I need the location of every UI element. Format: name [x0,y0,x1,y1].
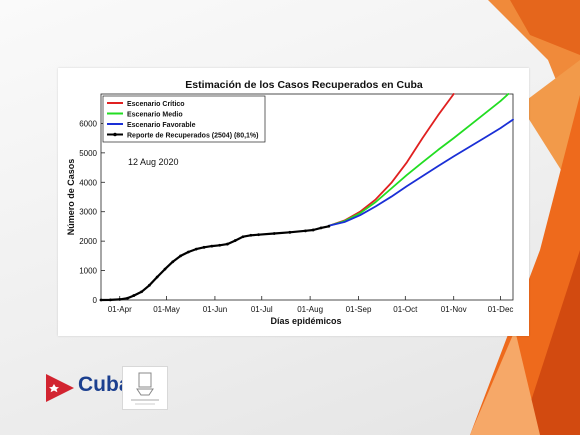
data-point [108,298,112,302]
y-axis-label: Número de Casos [66,159,76,236]
data-point [210,244,214,248]
data-point [226,242,229,246]
y-tick-label: 3000 [79,208,97,217]
x-axis-label: Días epidémicos [270,316,341,326]
data-point [155,275,159,279]
chart-canvas: Estimación de los Casos Recuperados en C… [66,79,514,326]
x-tick-label: 01-Sep [346,305,372,314]
cuba-flag-icon [46,374,74,402]
university-seal-icon [131,372,159,405]
series-layer [99,93,514,302]
data-point [171,260,175,264]
y-tick-label: 2000 [79,237,97,246]
x-tick-label: 01-Oct [393,305,418,314]
data-point [194,247,198,251]
y-tick-label: 4000 [79,178,97,187]
x-tick-label: 01-Apr [108,305,132,314]
data-point [311,228,315,232]
data-point [249,233,253,237]
x-tick-label: 01-May [153,305,180,314]
data-point [241,235,245,239]
data-point [304,229,307,233]
data-point [202,245,206,249]
series-line-2 [327,118,514,227]
data-point [319,226,323,230]
data-point [257,233,261,237]
legend-entry: Escenario Favorable [127,122,196,129]
university-logo [122,366,168,410]
data-point [132,294,136,297]
legend-entry: Escenario Crítico [127,101,185,108]
data-point [126,296,129,300]
chart-panel: Estimación de los Casos Recuperados en C… [58,68,529,336]
chart-title: Estimación de los Casos Recuperados en C… [185,79,423,91]
data-point [179,254,182,258]
data-point [218,243,222,247]
footer-logos: Cuba [44,366,174,410]
data-point [233,239,237,242]
deco-top-dark [510,0,580,55]
data-point [118,298,122,301]
series-line-1 [327,93,510,227]
y-axis: 0 1000 2000 3000 4000 5000 6000 [79,119,105,305]
data-point [140,290,143,294]
data-point [99,298,103,302]
chart-annotation: 12 Aug 2020 [128,157,179,167]
x-tick-label: 01-Aug [297,305,323,314]
x-tick-label: 01-Dec [488,305,514,314]
x-tick-label: 01-Jun [203,305,227,314]
y-tick-label: 5000 [79,149,97,158]
data-point [147,283,151,287]
deco-bottom-dark [520,250,580,435]
deco-bottom-light [470,330,540,435]
legend-box [102,95,266,143]
chart-legend: Escenario Crítico Escenario Medio Escenari… [102,95,266,143]
legend-entry: Escenario Medio [127,111,183,118]
y-tick-label: 0 [93,296,98,305]
y-tick-label: 6000 [79,119,97,128]
x-tick-label: 01-Nov [441,305,467,314]
data-point [163,267,167,271]
x-axis: 01-Apr 01-May 01-Jun 01-Jul 01-Aug 01-Sep 01-O… [108,296,514,314]
data-point [327,224,331,228]
data-point [186,250,190,254]
legend-entry: Reporte de Recuperados (2504) (80,1%) [127,132,259,139]
data-point [288,230,292,234]
legend-marker [113,132,117,137]
y-tick-label: 1000 [79,267,97,276]
cuba-logo-text: Cuba [78,373,131,396]
x-tick-label: 01-Jul [251,305,273,314]
data-point [272,232,276,235]
